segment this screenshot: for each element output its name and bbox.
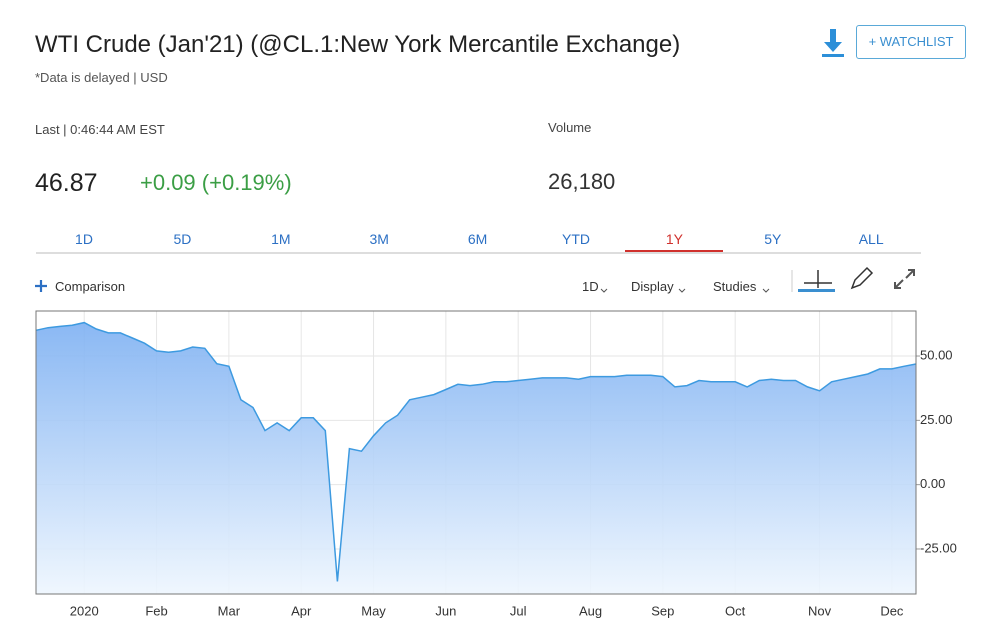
x-tick-label: Feb	[145, 603, 167, 618]
title: WTI Crude (Jan'21) (@CL.1:New York Merca…	[35, 31, 681, 58]
subtitle: *Data is delayed | USD	[35, 70, 168, 85]
x-tick-label: Jun	[435, 603, 456, 618]
chart: -25.00 0.00 25.00 50.00 2020 Feb Mar Apr May Jun J…	[35, 310, 957, 618]
price: 46.87	[35, 169, 98, 197]
tab[interactable]: 1D	[75, 231, 93, 247]
interval[interactable]: 1D	[582, 279, 599, 294]
x-tick-label: Aug	[579, 603, 602, 618]
tab-rule	[36, 252, 921, 254]
studies[interactable]: Studies	[713, 279, 757, 294]
x-tick-label: 2020	[70, 603, 99, 618]
x-tick-label: Mar	[218, 603, 241, 618]
x-tick-label: Jul	[510, 603, 527, 618]
price-line	[35, 321, 917, 582]
comparison[interactable]: Comparison	[55, 279, 126, 294]
x-tick-label: Nov	[808, 603, 832, 618]
change: +0.09 (+0.19%)	[140, 170, 292, 195]
tab[interactable]: 5Y	[764, 231, 782, 247]
y-tick-label: -25.00	[920, 540, 957, 555]
y-tick-label: 25.00	[920, 412, 953, 427]
tab[interactable]: 3M	[369, 231, 389, 247]
tab[interactable]: 6M	[467, 231, 488, 247]
tab[interactable]: ALL	[858, 231, 884, 247]
tab[interactable]: 1M	[271, 231, 291, 247]
tab[interactable]: YTD	[562, 231, 590, 247]
y-tick-label: 50.00	[920, 347, 953, 362]
x-tick-label: Oct	[725, 603, 746, 618]
watchlist-button[interactable]: + WATCHLIST	[856, 25, 966, 59]
plot-frame	[35, 310, 917, 595]
last-label: Last | 0:46:44 AM EST	[35, 122, 165, 137]
area-fill	[36, 322, 916, 594]
x-tick-label: Dec	[880, 603, 904, 618]
plus-icon	[35, 280, 47, 292]
y-tick-label: 0.00	[920, 476, 945, 491]
toolbar-icons	[600, 266, 915, 293]
volume-label: Volume	[548, 120, 592, 135]
x-tick-label: Apr	[291, 603, 312, 618]
display[interactable]: Display	[631, 279, 674, 294]
volume: 26,180	[548, 169, 616, 194]
download-icon[interactable]	[820, 27, 846, 59]
tab[interactable]: 5D	[173, 231, 192, 247]
x-tick-label: Sep	[651, 603, 674, 618]
tab[interactable]: 1Y	[625, 231, 724, 252]
x-tick-label: May	[361, 603, 386, 618]
